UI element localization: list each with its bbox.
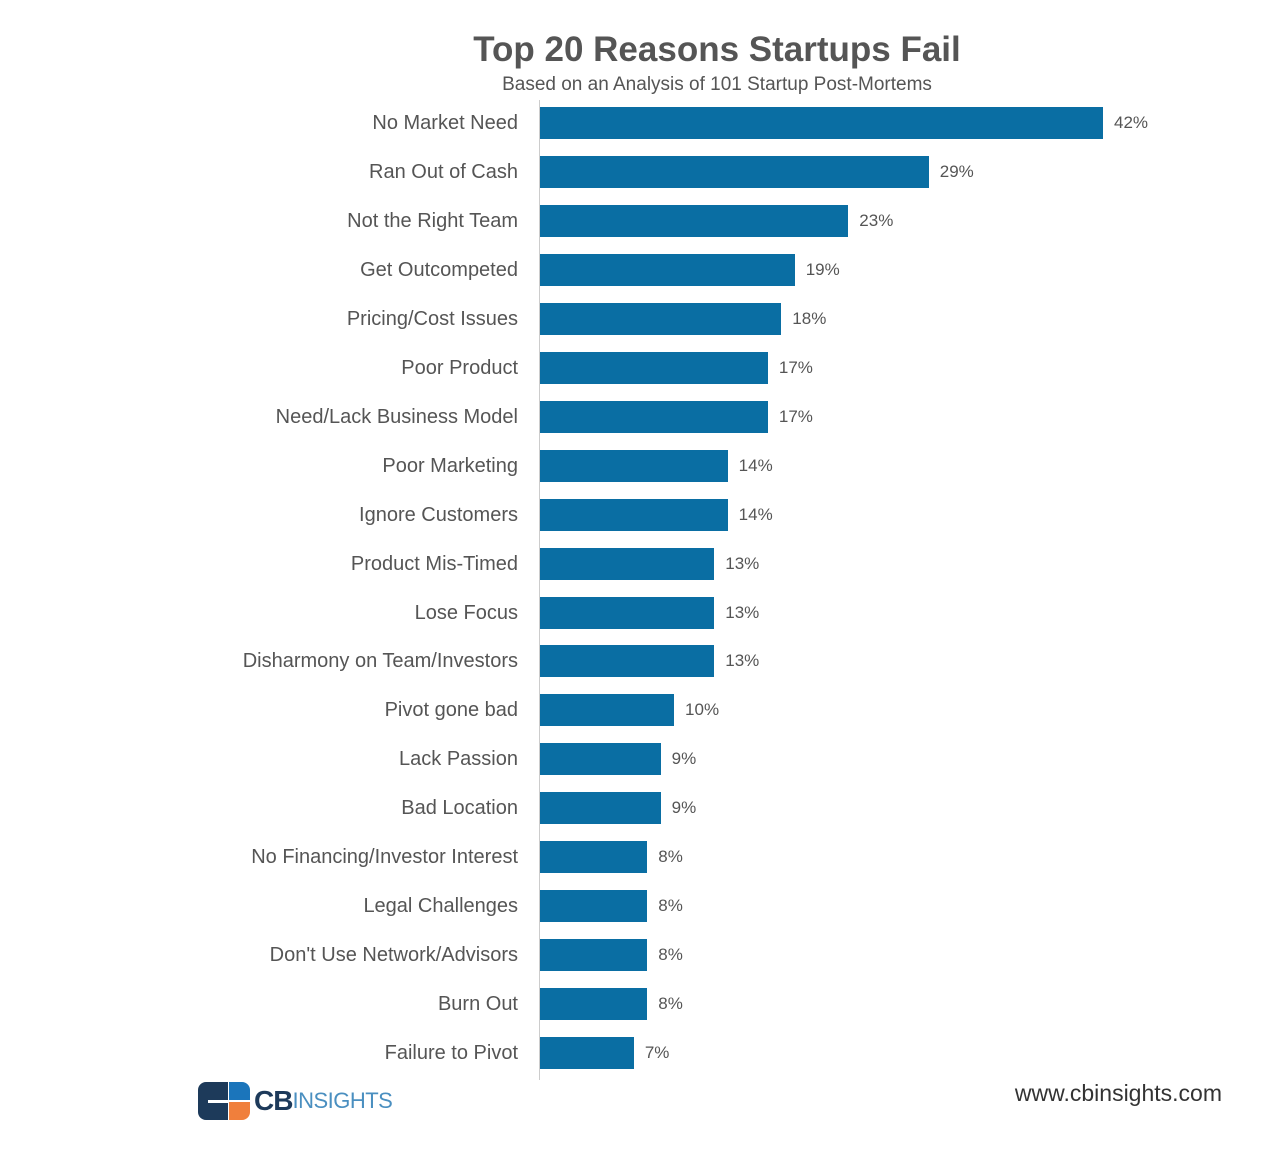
value-label: 23%: [859, 210, 894, 230]
category-label: Product Mis-Timed: [350, 552, 518, 575]
bar: [540, 792, 661, 825]
category-label: Lose Focus: [414, 601, 518, 624]
category-label: Ran Out of Cash: [369, 160, 518, 183]
y-axis-line: [539, 100, 540, 1080]
category-label: Poor Product: [401, 356, 518, 379]
source-url: www.cbinsights.com: [1014, 1080, 1222, 1106]
value-label: 29%: [939, 161, 974, 181]
category-label: Don't Use Network/Advisors: [269, 944, 518, 967]
category-label: Burn Out: [437, 993, 518, 1016]
bar: [540, 547, 715, 580]
bar: [540, 988, 648, 1021]
bar: [540, 107, 1103, 139]
bar: [540, 1037, 634, 1070]
category-label: Lack Passion: [399, 748, 518, 771]
bar: [540, 449, 728, 482]
chart-title: Top 20 Reasons Startups Fail: [473, 30, 961, 69]
logo-text-cb: CB: [254, 1085, 293, 1116]
logo-mark-icon: [198, 1082, 250, 1120]
value-label: 14%: [738, 504, 773, 524]
bar: [540, 204, 849, 237]
category-label: Disharmony on Team/Investors: [242, 650, 518, 673]
category-label: Need/Lack Business Model: [275, 405, 518, 428]
category-label: Ignore Customers: [359, 503, 518, 526]
chart-subtitle: Based on an Analysis of 101 Startup Post…: [502, 74, 932, 95]
value-label: 18%: [792, 308, 827, 328]
category-label: Pivot gone bad: [384, 699, 518, 722]
bar: [540, 596, 715, 629]
value-label: 9%: [671, 749, 697, 769]
value-label: 14%: [738, 455, 773, 475]
bar: [540, 694, 675, 727]
category-label: Poor Marketing: [382, 454, 518, 477]
bar: [540, 743, 661, 776]
bar: [540, 841, 648, 874]
category-label: No Financing/Investor Interest: [251, 846, 518, 869]
category-label: Pricing/Cost Issues: [346, 307, 518, 330]
bar: [540, 351, 768, 384]
value-label: 8%: [658, 896, 683, 916]
value-label: 7%: [644, 1043, 670, 1063]
bar: [540, 253, 795, 286]
bar: [540, 400, 768, 433]
value-label: 17%: [778, 406, 813, 426]
category-label: Failure to Pivot: [384, 1042, 518, 1065]
value-label: 8%: [658, 847, 683, 867]
value-label: 10%: [685, 700, 720, 720]
logo-text-insights: INSIGHTS: [292, 1088, 393, 1113]
bar: [540, 890, 648, 923]
category-label: Not the Right Team: [347, 209, 518, 232]
category-label: No Market Need: [372, 112, 518, 134]
value-label: 8%: [658, 994, 683, 1014]
cb-insights-logo: CB INSIGHTS: [198, 1082, 393, 1120]
value-label: 42%: [1114, 113, 1149, 132]
value-label: 17%: [778, 357, 813, 377]
value-label: 19%: [805, 259, 840, 279]
value-label: 8%: [658, 945, 683, 965]
bar: [540, 155, 929, 188]
bar: [540, 939, 648, 972]
category-label: Legal Challenges: [363, 895, 518, 918]
value-label: 13%: [725, 553, 760, 573]
category-label: Bad Location: [401, 797, 518, 820]
value-label: 13%: [725, 651, 760, 671]
bar: [540, 302, 782, 335]
category-label: Get Outcompeted: [360, 258, 518, 281]
value-label: 13%: [725, 602, 760, 622]
bar: [540, 645, 715, 678]
value-label: 9%: [671, 798, 697, 818]
bar: [540, 498, 728, 531]
